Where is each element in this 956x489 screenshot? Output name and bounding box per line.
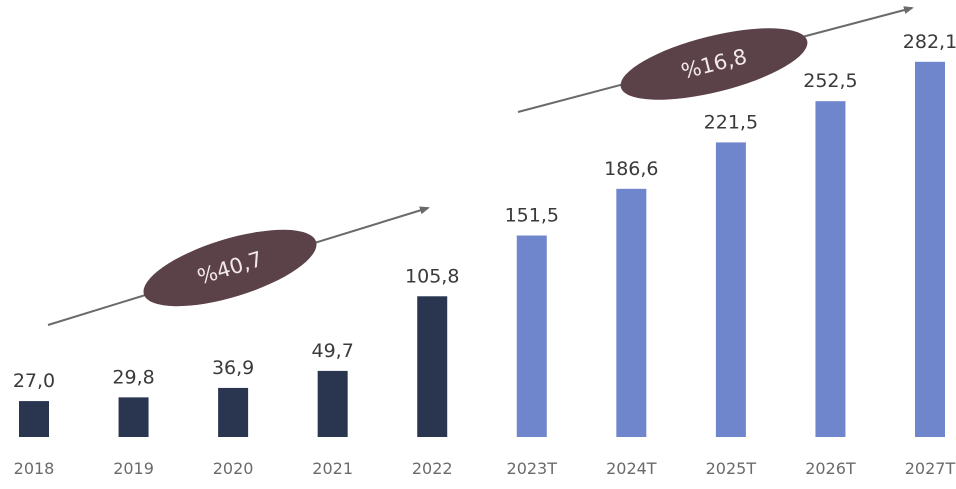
- value-label-2025t: 221,5: [704, 111, 758, 133]
- bar-2020: [218, 387, 249, 437]
- bar-2026t: [815, 101, 846, 438]
- value-label-2019: 29,8: [112, 366, 154, 388]
- value-label-2022: 105,8: [405, 265, 459, 287]
- bar-2024t: [616, 188, 647, 437]
- x-tick-2027t: 2027T: [905, 459, 956, 478]
- bar-2027t: [915, 61, 945, 437]
- value-label-2026t: 252,5: [803, 70, 857, 92]
- x-tick-2018: 2018: [14, 459, 55, 478]
- value-label-2024t: 186,6: [604, 158, 658, 180]
- x-tick-2022: 2022: [412, 459, 453, 478]
- value-label-2021: 49,7: [312, 340, 354, 362]
- value-label-2020: 36,9: [212, 357, 254, 379]
- value-label-2018: 27,0: [13, 370, 55, 392]
- x-tick-2020: 2020: [213, 459, 254, 478]
- growth-badge-1: %40,7: [143, 229, 317, 307]
- bar-2018: [19, 401, 49, 437]
- x-tick-2023t: 2023T: [507, 459, 558, 478]
- value-label-2027t: 282,1: [903, 31, 956, 53]
- value-label-2023t: 151,5: [505, 205, 559, 227]
- x-tick-2024t: 2024T: [606, 459, 657, 478]
- bar-2021: [317, 370, 348, 437]
- x-tick-2026t: 2026T: [805, 459, 856, 478]
- growth-badge-shape: [620, 28, 808, 100]
- bar-2023t: [516, 235, 547, 437]
- bar-2019: [118, 397, 149, 437]
- x-tick-2025t: 2025T: [706, 459, 757, 478]
- growth-badge-shape: [143, 229, 317, 307]
- bar-2025t: [715, 142, 746, 437]
- bar-2022: [417, 296, 448, 437]
- x-tick-2021: 2021: [312, 459, 353, 478]
- growth-badge-2: %16,8: [620, 28, 808, 100]
- x-tick-2019: 2019: [113, 459, 154, 478]
